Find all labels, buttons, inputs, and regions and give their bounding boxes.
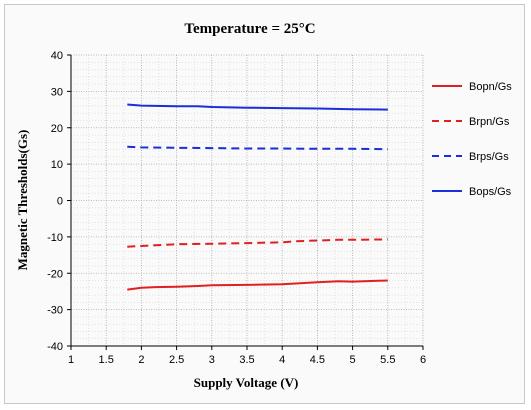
series-lines bbox=[127, 103, 388, 291]
series-line-4 bbox=[127, 103, 388, 111]
y-tick-label: -20 bbox=[47, 268, 63, 280]
legend-label: Brps/Gs bbox=[469, 151, 509, 163]
y-tick-label: 0 bbox=[57, 196, 63, 208]
grid bbox=[67, 54, 424, 350]
y-tick-label: 40 bbox=[51, 50, 63, 62]
x-tick-labels: 1 1.5 2 2.5 3 3.5 4 4.5 5 5.5 6 bbox=[68, 354, 426, 366]
y-tick-label: -40 bbox=[47, 341, 63, 353]
chart-title: Temperature = 25°C bbox=[184, 21, 315, 37]
y-tick-label: -10 bbox=[47, 232, 63, 244]
y-tick-label: 20 bbox=[51, 123, 63, 135]
x-tick-label: 1 bbox=[68, 354, 74, 366]
series-line-2 bbox=[127, 238, 388, 248]
series-line-1 bbox=[127, 279, 388, 291]
legend-label: Bops/Gs bbox=[469, 186, 512, 198]
x-tick-label: 4 bbox=[279, 354, 285, 366]
y-tick-label: 10 bbox=[51, 159, 63, 171]
x-tick-label: 3.5 bbox=[239, 354, 254, 366]
y-tick-label: 30 bbox=[51, 86, 63, 98]
x-tick-label: 6 bbox=[420, 354, 426, 366]
x-tick-label: 4.5 bbox=[310, 354, 325, 366]
y-tick-labels: -40 -30 -20 -10 0 10 20 30 40 bbox=[47, 50, 63, 353]
legend-label: Brpn/Gs bbox=[469, 116, 510, 128]
x-tick-label: 2 bbox=[138, 354, 144, 366]
x-tick-label: 5 bbox=[350, 354, 356, 366]
series-line-3 bbox=[127, 145, 388, 151]
y-axis-label: Magnetic Thresholds(Gs) bbox=[15, 130, 30, 271]
x-tick-label: 1.5 bbox=[99, 354, 114, 366]
legend-label: Bopn/Gs bbox=[469, 81, 512, 93]
x-tick-label: 3 bbox=[209, 354, 215, 366]
x-tick-label: 5.5 bbox=[380, 354, 395, 366]
y-tick-label: -30 bbox=[47, 305, 63, 317]
legend: Bopn/Gs Brpn/Gs Brps/Gs Bops/Gs bbox=[432, 81, 512, 198]
x-tick-label: 2.5 bbox=[169, 354, 184, 366]
x-axis-label: Supply Voltage (V) bbox=[194, 375, 299, 390]
